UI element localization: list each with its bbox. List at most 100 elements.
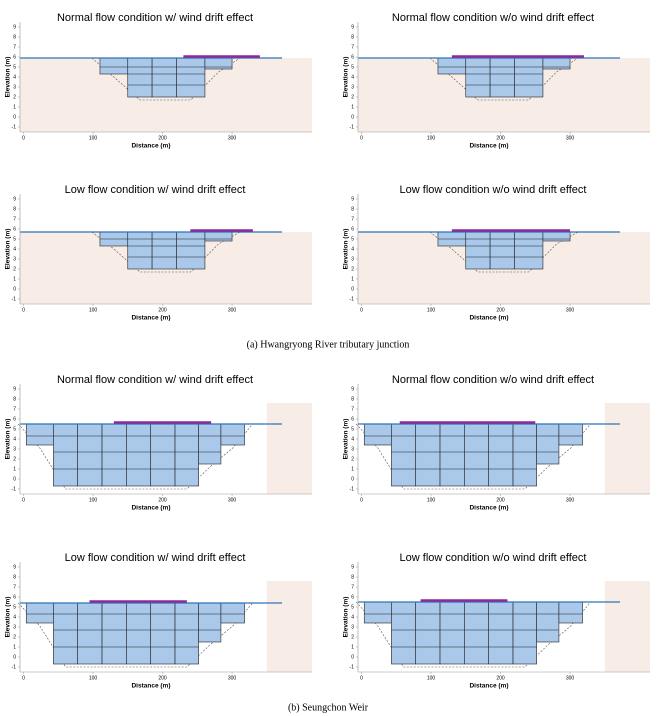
y-tick-label: 9 xyxy=(351,196,354,202)
y-tick-label: 2 xyxy=(13,266,16,272)
mesh-cell-column xyxy=(127,57,153,98)
y-axis-label: Elevation (m) xyxy=(5,597,12,638)
y-tick-label: 3 xyxy=(13,84,16,90)
y-tick-label: 0 xyxy=(13,654,16,660)
y-tick-label: 4 xyxy=(351,436,354,442)
y-tick-label: 1 xyxy=(351,104,354,110)
y-tick-label: 0 xyxy=(13,286,16,292)
y-tick-label: 2 xyxy=(13,456,16,462)
mesh-cell-column xyxy=(415,423,441,487)
y-tick-label: 4 xyxy=(351,246,354,252)
y-axis-label: Elevation (m) xyxy=(343,597,350,638)
y-tick-label: 3 xyxy=(13,624,16,630)
y-tick-label: 0 xyxy=(351,654,354,660)
mesh-cell-column xyxy=(101,423,127,487)
bank xyxy=(604,581,650,672)
y-tick-label: 1 xyxy=(351,276,354,282)
mesh-cell-column xyxy=(174,602,199,665)
y-tick-label: 0 xyxy=(13,114,16,120)
x-axis-label: Distance (m) xyxy=(469,143,508,150)
mesh-cell-column xyxy=(220,423,245,446)
y-tick-label: 4 xyxy=(13,614,16,620)
mesh-cell-column xyxy=(198,602,222,643)
x-tick-label: 100 xyxy=(89,135,98,141)
y-tick-label: 3 xyxy=(351,256,354,262)
x-tick-label: 200 xyxy=(496,307,505,313)
mesh-cell-column xyxy=(536,423,560,465)
y-tick-label: -1 xyxy=(12,296,17,302)
y-tick-label: 5 xyxy=(13,426,16,432)
mesh-cell-column xyxy=(488,601,514,665)
x-tick-label: 300 xyxy=(228,135,237,141)
mesh-cell-column xyxy=(363,601,392,624)
bed-line xyxy=(91,57,241,101)
y-tick-label: 8 xyxy=(13,34,16,40)
x-tick-label: 300 xyxy=(566,307,575,313)
y-tick-label: 9 xyxy=(351,24,354,30)
y-tick-label: 7 xyxy=(351,44,354,50)
y-tick-label: 4 xyxy=(13,74,16,80)
y-tick-label: 6 xyxy=(351,594,354,600)
y-axis-label: Elevation (m) xyxy=(5,229,12,270)
y-tick-label: 3 xyxy=(13,256,16,262)
mesh-cell-column xyxy=(174,423,199,487)
x-tick-label: 200 xyxy=(158,135,167,141)
y-tick-label: 5 xyxy=(351,64,354,70)
x-tick-label: 200 xyxy=(496,497,505,503)
x-tick-label: 100 xyxy=(89,675,98,681)
y-tick-label: 1 xyxy=(13,104,16,110)
y-tick-label: 7 xyxy=(13,216,16,222)
chart-title: Low flow condition w/ wind drift effect xyxy=(65,184,246,196)
y-tick-label: 9 xyxy=(13,564,16,570)
y-tick-label: 1 xyxy=(13,644,16,650)
x-tick-label: 100 xyxy=(89,307,98,313)
y-tick-label: 5 xyxy=(351,426,354,432)
mesh-cell-column xyxy=(53,602,79,665)
mesh-cell-column xyxy=(512,601,537,665)
y-tick-label: 1 xyxy=(13,276,16,282)
y-tick-label: 6 xyxy=(13,594,16,600)
mesh-cell-column xyxy=(99,57,129,75)
x-tick-label: 300 xyxy=(228,675,237,681)
y-tick-label: -1 xyxy=(12,124,17,130)
mesh-cell-column xyxy=(465,231,491,270)
mesh-cell-column xyxy=(150,602,176,665)
y-tick-label: 8 xyxy=(351,396,354,402)
mesh-cell-column xyxy=(176,57,206,98)
x-axis-label: Distance (m) xyxy=(469,505,508,512)
mesh-cell-column xyxy=(220,602,245,624)
mesh-cell-column xyxy=(439,601,465,665)
mesh-cell-column xyxy=(391,423,417,487)
y-axis-label: Elevation (m) xyxy=(5,57,12,98)
y-tick-label: 9 xyxy=(13,24,16,30)
x-tick-label: 300 xyxy=(228,307,237,313)
x-axis-label: Distance (m) xyxy=(131,143,170,150)
x-axis-label: Distance (m) xyxy=(131,683,170,690)
mesh-cell-column xyxy=(558,601,583,624)
mesh-cell-column xyxy=(151,57,177,98)
mesh-cell-column xyxy=(126,423,152,487)
y-tick-label: 1 xyxy=(13,466,16,472)
y-tick-label: 5 xyxy=(351,236,354,242)
y-tick-label: 7 xyxy=(351,584,354,590)
x-tick-label: 200 xyxy=(496,675,505,681)
y-tick-label: 9 xyxy=(351,386,354,392)
chart-title: Low flow condition w/o wind drift effect xyxy=(400,184,587,196)
x-tick-label: 0 xyxy=(360,307,363,313)
mesh-cell-column xyxy=(542,57,571,70)
y-tick-label: 8 xyxy=(13,574,16,580)
mesh-cell-column xyxy=(514,57,544,98)
x-tick-label: 100 xyxy=(427,675,436,681)
mesh-cell-column xyxy=(514,231,544,270)
mesh-cell-column xyxy=(25,423,54,446)
y-tick-label: 8 xyxy=(13,206,16,212)
caption: (b) Seungchon Weir xyxy=(288,702,369,713)
x-tick-label: 300 xyxy=(566,135,575,141)
y-tick-label: -1 xyxy=(12,664,17,670)
y-tick-label: -1 xyxy=(350,124,355,130)
chart-title: Low flow condition w/o wind drift effect xyxy=(400,552,587,564)
y-tick-label: 4 xyxy=(351,74,354,80)
y-tick-label: 8 xyxy=(351,574,354,580)
mesh-cell-column xyxy=(415,601,441,665)
x-tick-label: 0 xyxy=(22,135,25,141)
